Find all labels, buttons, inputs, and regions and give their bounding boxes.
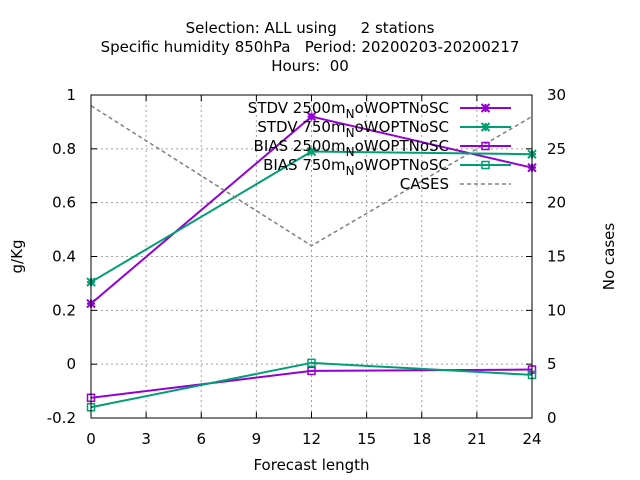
legend-label: STDV 750mNoWOPTNoSC xyxy=(257,118,449,140)
y-tick-label: 1 xyxy=(66,86,76,104)
legend-label: BIAS 2500mNoWOPTNoSC xyxy=(254,137,449,159)
title-line: Specific humidity 850hPa Period: 2020020… xyxy=(101,38,520,56)
x-tick-label: 9 xyxy=(252,430,262,448)
data-point-square xyxy=(307,366,316,376)
x-tick-label: 3 xyxy=(141,430,151,448)
chart-title: Selection: ALL using 2 stationsSpecific … xyxy=(101,19,520,75)
data-point-star xyxy=(306,146,317,157)
series-line xyxy=(90,361,533,409)
y-tick-label: 0.6 xyxy=(52,194,76,212)
legend-item: STDV 750mNoWOPTNoSC xyxy=(257,118,511,140)
y2-tick-label: 30 xyxy=(547,86,566,104)
x-tick-label: 21 xyxy=(467,430,486,448)
x-tick-label: 24 xyxy=(522,430,541,448)
y2-tick-label: 10 xyxy=(547,301,566,319)
x-tick-label: 0 xyxy=(86,430,96,448)
x-tick-label: 18 xyxy=(412,430,431,448)
y-tick-label: 0.2 xyxy=(52,301,76,319)
legend-item: BIAS 750mNoWOPTNoSC xyxy=(263,156,511,178)
y2-tick-label: 20 xyxy=(547,194,566,212)
series-line xyxy=(90,105,533,247)
legend-item: BIAS 2500mNoWOPTNoSC xyxy=(254,137,511,159)
title-line: Hours: 00 xyxy=(271,57,349,75)
y-tick-label: 0.8 xyxy=(52,140,76,158)
data-point-star xyxy=(306,111,317,122)
y2-axis-ticks: 0 5 10 15 20 25 30 xyxy=(526,86,566,427)
y2-tick-label: 0 xyxy=(547,409,557,427)
data-point-star xyxy=(480,103,491,113)
x-tick-label: 12 xyxy=(302,430,321,448)
y-tick-label: -0.2 xyxy=(47,409,76,427)
x-axis-ticks: 0 3 6 9 12 15 18 21 24 xyxy=(86,95,542,448)
y2-axis-label: No cases xyxy=(600,223,618,291)
y-axis-ticks: -0.2 0 0.2 0.4 0.6 0.8 1 xyxy=(47,86,97,427)
legend-label: BIAS 750mNoWOPTNoSC xyxy=(263,156,449,178)
data-point-square xyxy=(307,358,316,368)
legend-label: CASES xyxy=(400,175,449,193)
data-point-square xyxy=(481,160,490,170)
y2-tick-label: 15 xyxy=(547,248,566,266)
y2-tick-label: 25 xyxy=(547,140,566,158)
x-tick-label: 15 xyxy=(357,430,376,448)
legend-item: STDV 2500mNoWOPTNoSC xyxy=(248,99,511,121)
x-axis-label: Forecast length xyxy=(253,456,369,474)
y-axis-label: g/Kg xyxy=(8,240,26,274)
title-line: Selection: ALL using 2 stations xyxy=(186,19,435,37)
y2-tick-label: 5 xyxy=(547,355,557,373)
legend-item: CASES xyxy=(400,175,511,193)
data-point-square xyxy=(481,141,490,151)
x-tick-label: 6 xyxy=(196,430,206,448)
y-tick-label: 0.4 xyxy=(52,248,76,266)
y-tick-label: 0 xyxy=(66,355,76,373)
data-point-star xyxy=(480,122,491,132)
series-5 xyxy=(90,105,533,247)
legend-label: STDV 2500mNoWOPTNoSC xyxy=(248,99,449,121)
